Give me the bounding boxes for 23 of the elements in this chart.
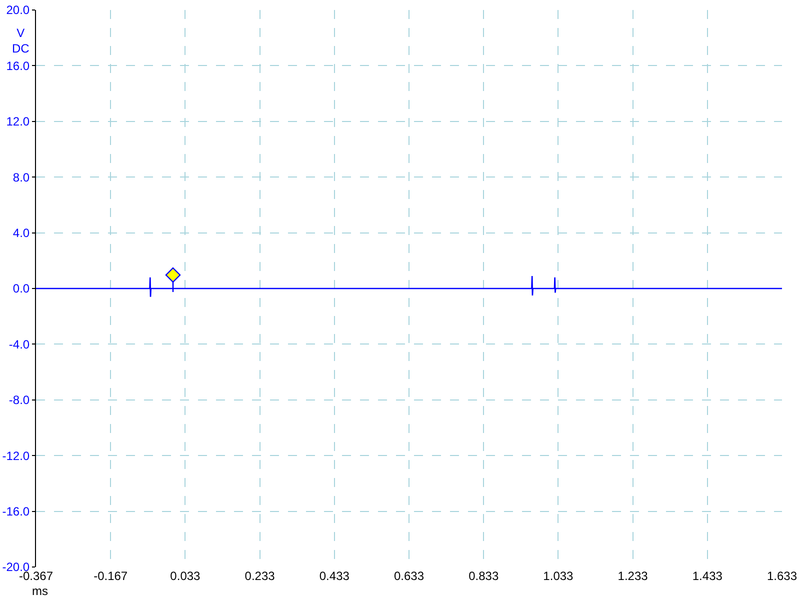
x-tick-label: -0.167 [94, 569, 128, 583]
x-tick-label: 1.633 [766, 569, 798, 583]
x-tick-label: 0.033 [170, 569, 201, 583]
x-tick-label: 0.433 [319, 569, 350, 583]
x-axis-title: ms [32, 584, 48, 598]
y-tick-label: -16.0 [2, 504, 30, 518]
x-tick-label: 1.033 [543, 569, 574, 583]
y-axis-title: V DC [12, 26, 30, 56]
y-tick-label: -4.0 [8, 337, 30, 352]
x-tick-label: 0.233 [244, 569, 276, 583]
x-tick-label: 0.833 [468, 569, 499, 583]
y-tick-label: -8.0 [8, 393, 30, 408]
y-tick-label: 4.0 [12, 226, 30, 240]
y-tick-label: 0.0 [12, 282, 30, 296]
y-tick-label: 20.0 [6, 3, 30, 18]
y-tick-label: 8.0 [12, 170, 30, 184]
x-tick-label: 1.233 [618, 569, 648, 583]
y-tick-label: 12.0 [6, 114, 30, 129]
y-tick-label: -12.0 [2, 448, 30, 463]
y-tick-label: 16.0 [6, 58, 30, 73]
x-tick-label: 1.433 [692, 569, 723, 583]
x-tick-label: 0.633 [394, 569, 424, 583]
line-series [36, 275, 782, 298]
